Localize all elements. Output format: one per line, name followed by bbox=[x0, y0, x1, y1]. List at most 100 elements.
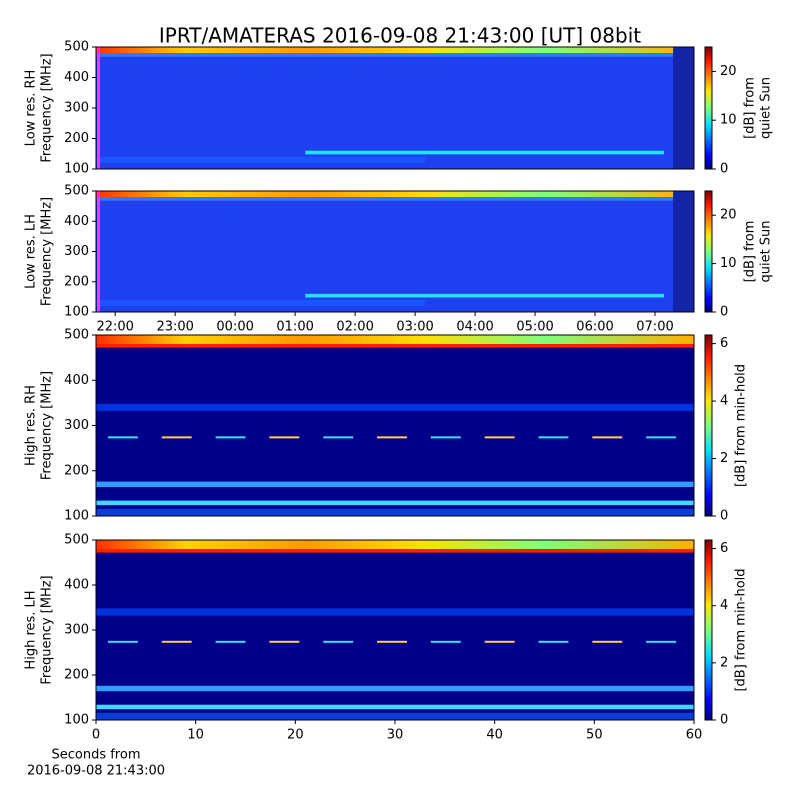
spectrogram-dash bbox=[538, 640, 569, 643]
spectrogram-dash bbox=[646, 436, 677, 439]
y-axis-label: High res. RH bbox=[24, 385, 39, 466]
spectrogram-band bbox=[96, 704, 694, 710]
y-axis-label: High res. LH bbox=[24, 590, 39, 669]
colorbar-tick-label: 20 bbox=[720, 208, 737, 223]
y-axis-label: Frequency [MHz] bbox=[40, 197, 55, 306]
y-axis-label: Low res. RH bbox=[24, 70, 39, 147]
x-tick-label: 05:00 bbox=[516, 320, 553, 335]
figure-title: IPRT/AMATERAS 2016-09-08 21:43:00 [UT] 0… bbox=[159, 24, 641, 48]
spectrogram-band bbox=[96, 335, 694, 345]
spectrogram-dash bbox=[323, 640, 354, 643]
y-tick-label: 400 bbox=[64, 578, 89, 593]
spectrogram-band bbox=[96, 53, 694, 57]
y-tick-label: 200 bbox=[64, 131, 89, 146]
colorbar bbox=[704, 190, 713, 313]
colorbar bbox=[704, 46, 713, 170]
colorbar-tick-label: 20 bbox=[720, 64, 737, 79]
spectrogram-band bbox=[96, 508, 694, 516]
x-tick-label: 40 bbox=[486, 728, 503, 743]
colorbar-label: [dB] from bbox=[743, 221, 758, 283]
spectrogram-dash bbox=[484, 436, 515, 439]
spectrogram-band bbox=[96, 540, 694, 549]
colorbar-tick-label: 4 bbox=[720, 598, 728, 613]
spectrogram-dash bbox=[215, 640, 246, 643]
colorbar-tick-label: 2 bbox=[720, 451, 728, 466]
x-tick-label: 20 bbox=[287, 728, 304, 743]
spectrogram-band bbox=[96, 299, 425, 306]
y-axis-label: Frequency [MHz] bbox=[40, 371, 55, 480]
spectrogram-band bbox=[96, 481, 694, 488]
colorbar-label: quiet Sun bbox=[759, 220, 774, 282]
y-tick-label: 300 bbox=[64, 623, 89, 638]
spectrogram-edge bbox=[97, 47, 100, 169]
spectrogram-dash bbox=[377, 436, 407, 439]
spectrogram-dash bbox=[161, 436, 192, 439]
spectrogram-dash bbox=[538, 436, 569, 439]
spectrogram-band bbox=[305, 293, 665, 298]
colorbar-label: [dB] from min-hold bbox=[734, 364, 749, 487]
y-tick-label: 100 bbox=[64, 509, 89, 524]
x-tick-label: 06:00 bbox=[576, 320, 613, 335]
spectrogram-band bbox=[96, 608, 694, 616]
y-tick-label: 300 bbox=[64, 244, 89, 259]
spectrogram-band bbox=[96, 549, 694, 553]
colorbar-tick-label: 4 bbox=[720, 394, 728, 409]
spectrogram-bg bbox=[96, 540, 694, 720]
spectrogram-band bbox=[305, 150, 665, 155]
colorbar-tick-label: 10 bbox=[720, 256, 737, 271]
x-tick-label: 50 bbox=[586, 728, 603, 743]
spectrogram-band bbox=[96, 403, 694, 412]
y-tick-label: 100 bbox=[64, 162, 89, 177]
spectrogram-band bbox=[96, 500, 694, 506]
y-tick-label: 400 bbox=[64, 373, 89, 388]
y-tick-label: 300 bbox=[64, 101, 89, 116]
y-tick-label: 100 bbox=[64, 713, 89, 728]
x-axis-label: 2016-09-08 21:43:00 bbox=[27, 764, 165, 779]
y-tick-label: 200 bbox=[64, 668, 89, 683]
spectrogram-edge bbox=[673, 47, 694, 169]
colorbar-tick-label: 0 bbox=[720, 162, 728, 177]
colorbar-label: [dB] from bbox=[743, 77, 758, 139]
y-tick-label: 200 bbox=[64, 274, 89, 289]
y-tick-label: 500 bbox=[64, 328, 89, 343]
spectrogram-bg bbox=[96, 335, 694, 516]
spectrogram-band bbox=[96, 47, 694, 54]
x-tick-label: 10 bbox=[187, 728, 204, 743]
colorbar-label: quiet Sun bbox=[759, 77, 774, 139]
colorbar-tick-label: 0 bbox=[720, 509, 728, 524]
y-tick-label: 500 bbox=[64, 40, 89, 55]
colorbar-label: [dB] from min-hold bbox=[734, 568, 749, 691]
spectrogram-dash bbox=[646, 640, 677, 643]
x-tick-label: 22:00 bbox=[96, 320, 133, 335]
spectrogram-edge bbox=[673, 191, 694, 312]
spectrogram-dash bbox=[107, 436, 138, 439]
y-tick-label: 500 bbox=[64, 184, 89, 199]
spectrogram-dash bbox=[269, 640, 300, 643]
spectrogram-dash bbox=[430, 640, 461, 643]
y-axis-label: Frequency [MHz] bbox=[40, 53, 55, 162]
spectrogram-band bbox=[96, 191, 694, 198]
spectrogram-band bbox=[96, 685, 694, 692]
spectrogram-dash bbox=[323, 436, 354, 439]
x-tick-label: 00:00 bbox=[216, 320, 253, 335]
colorbar-tick-label: 10 bbox=[720, 113, 737, 128]
spectrogram-bg bbox=[96, 191, 694, 312]
y-tick-label: 500 bbox=[64, 533, 89, 548]
y-tick-label: 200 bbox=[64, 463, 89, 478]
colorbar-tick-label: 6 bbox=[720, 336, 728, 351]
x-tick-label: 60 bbox=[686, 728, 703, 743]
colorbar-tick-label: 6 bbox=[720, 541, 728, 556]
spectrogram-dash bbox=[430, 436, 461, 439]
spectrogram-dash bbox=[215, 436, 246, 439]
spectrogram-dash bbox=[269, 436, 300, 439]
x-tick-label: 02:00 bbox=[336, 320, 373, 335]
x-tick-label: 04:00 bbox=[456, 320, 493, 335]
x-tick-label: 23:00 bbox=[156, 320, 193, 335]
x-tick-label: 01:00 bbox=[276, 320, 313, 335]
colorbar bbox=[704, 334, 713, 517]
x-tick-label: 03:00 bbox=[396, 320, 433, 335]
spectrogram-band bbox=[96, 344, 694, 348]
colorbar bbox=[704, 539, 713, 721]
spectrogram-dash bbox=[484, 640, 515, 643]
